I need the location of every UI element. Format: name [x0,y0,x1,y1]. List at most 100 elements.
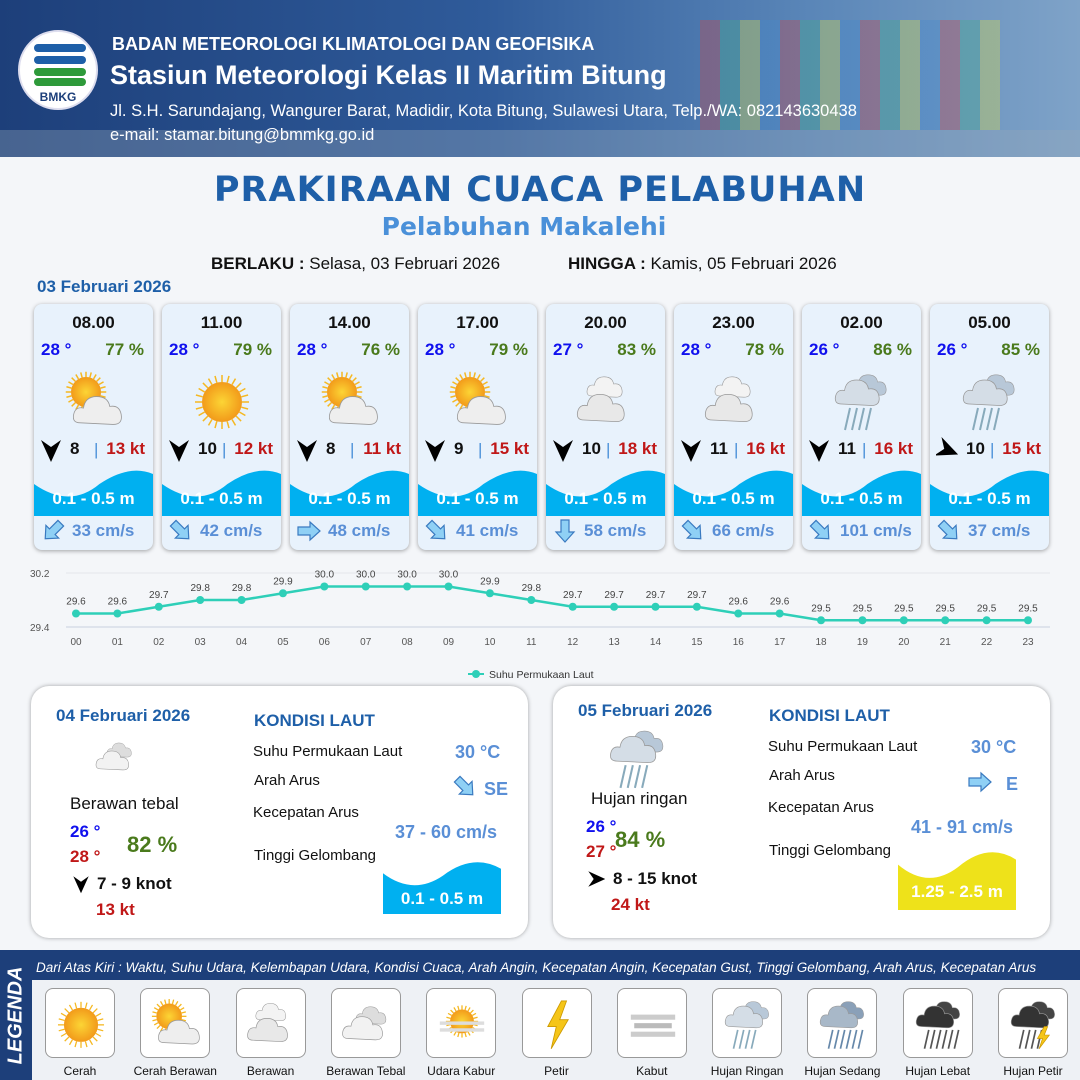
day-summary-box: 04 Februari 2026 Berawan tebal 26 ° 28 °… [31,686,528,938]
data-label: 29.5 [894,603,914,614]
current-direction-label: Arah Arus [254,772,320,789]
data-point [568,602,577,611]
sst-value: 30 °C [455,742,501,762]
data-label: 30.0 [356,570,376,581]
x-tick-label: 21 [940,637,952,648]
data-point [817,616,826,625]
y-tick-label: 29.4 [30,623,50,634]
sst-line [76,585,1028,622]
data-point [320,582,329,591]
humidity: 82 % [127,832,178,857]
current-speed: 101 cm/s [840,521,912,540]
sst-label: Suhu Permukaan Laut [768,738,918,755]
forecast-time: 20.00 [584,313,627,332]
legend-marker [472,670,480,678]
gust-speed: 12 kt [234,439,273,458]
wave-graphic [546,464,665,516]
hujan-sedang-icon [814,995,872,1053]
current-speed-label: Kecepatan Arus [768,799,874,816]
data-label: 29.7 [687,590,707,601]
min-temperature: 26 ° [586,817,617,836]
cerah-icon [52,995,110,1053]
legend-item-label: Kabut [636,1064,668,1078]
data-point [237,596,246,604]
current-speed: 41 cm/s [456,521,519,540]
legend-item: Hujan Sedang [787,988,897,1078]
gust-speed: 16 kt [874,439,913,458]
current-speed-range: 41 - 91 cm/s [911,817,1014,837]
wave-height-range: 0.1 - 0.5 m [400,889,484,908]
current-direction-icon [452,774,478,800]
air-temperature: 26 ° [809,340,840,359]
wind-direction-icon [587,869,606,889]
cerah-berawan-weather-icon [444,368,512,434]
sea-condition-title: KONDISI LAUT [254,711,375,730]
wave-height: 0.1 - 0.5 m [52,489,135,508]
wave-height: 0.1 - 0.5 m [308,489,391,508]
cerah-berawan-weather-icon [60,368,128,434]
humidity: 78 % [745,340,784,359]
wave-height: 0.1 - 0.5 m [820,489,903,508]
air-temperature: 28 ° [297,340,328,359]
legend-item: Berawan [216,988,326,1078]
air-temperature: 28 ° [41,340,72,359]
data-label: 29.5 [811,603,831,614]
forecast-card: 11.00 28 ° 79 % 10 | 12 kt 0.1 - 0.5 m 4… [162,304,281,550]
port-name: Pelabuhan Makalehi [381,212,667,241]
kabut-icon [624,995,682,1053]
x-tick-label: 20 [898,637,910,648]
wave-graphic [898,852,1016,910]
data-point [899,616,908,625]
valid-from-label: BERLAKU : [211,254,305,273]
wind-direction-icon [933,436,959,463]
wind-direction-icon [424,437,446,463]
humidity: 76 % [361,340,400,359]
separator: | [990,440,995,459]
legend-item: Petir [502,988,612,1078]
data-label: 29.6 [770,597,790,608]
forecast-card: 17.00 28 ° 79 % 9 | 15 kt 0.1 - 0.5 m 41… [418,304,537,550]
valid-to-value: Kamis, 05 Februari 2026 [650,254,837,273]
berawan-weather-icon [572,368,640,434]
x-tick-label: 04 [236,637,248,648]
valid-from-value: Selasa, 03 Februari 2026 [309,254,501,273]
data-point [444,582,453,591]
forecast-time: 11.00 [200,313,243,332]
x-tick-label: 22 [981,637,993,648]
data-label: 29.5 [1018,603,1038,614]
legend-item-label: Hujan Petir [1003,1064,1063,1078]
data-label: 29.8 [190,583,210,594]
hujan-petir-icon [1005,995,1063,1053]
x-tick-label: 19 [857,637,869,648]
legend-item-label: Berawan Tebal [326,1064,406,1078]
station-name: Stasiun Meteorologi Kelas II Maritim Bit… [110,60,667,90]
current-speed: 48 cm/s [328,521,391,540]
humidity: 84 % [615,827,666,852]
legend-item-label: Cerah [63,1064,97,1078]
wave-height: 0.1 - 0.5 m [436,489,519,508]
air-temperature: 26 ° [937,340,968,359]
wind-speed: 11 [838,439,856,458]
data-label: 29.8 [522,583,542,594]
x-tick-label: 17 [774,637,786,648]
data-label: 29.7 [646,590,666,601]
current-direction-icon [424,518,450,544]
wind-speed: 10 [198,439,217,458]
legend-item-label: Cerah Berawan [133,1064,217,1078]
wind-speed: 8 [326,439,336,458]
separator: | [94,440,99,459]
data-point [858,616,867,625]
wind-direction-icon [808,437,830,463]
data-label: 29.8 [232,583,252,594]
x-tick-label: 23 [1022,637,1034,648]
current-direction-icon [936,518,962,544]
x-tick-label: 12 [567,637,579,648]
x-tick-label: 01 [112,637,124,648]
air-temperature: 28 ° [681,340,712,359]
forecast-time: 05.00 [968,313,1011,332]
logo-text: BMKG [39,90,77,104]
current-speed: 66 cm/s [712,521,775,540]
x-tick-label: 10 [484,637,496,648]
hujan-ringan-icon [719,995,777,1053]
sst-label: Suhu Permukaan Laut [253,743,403,760]
